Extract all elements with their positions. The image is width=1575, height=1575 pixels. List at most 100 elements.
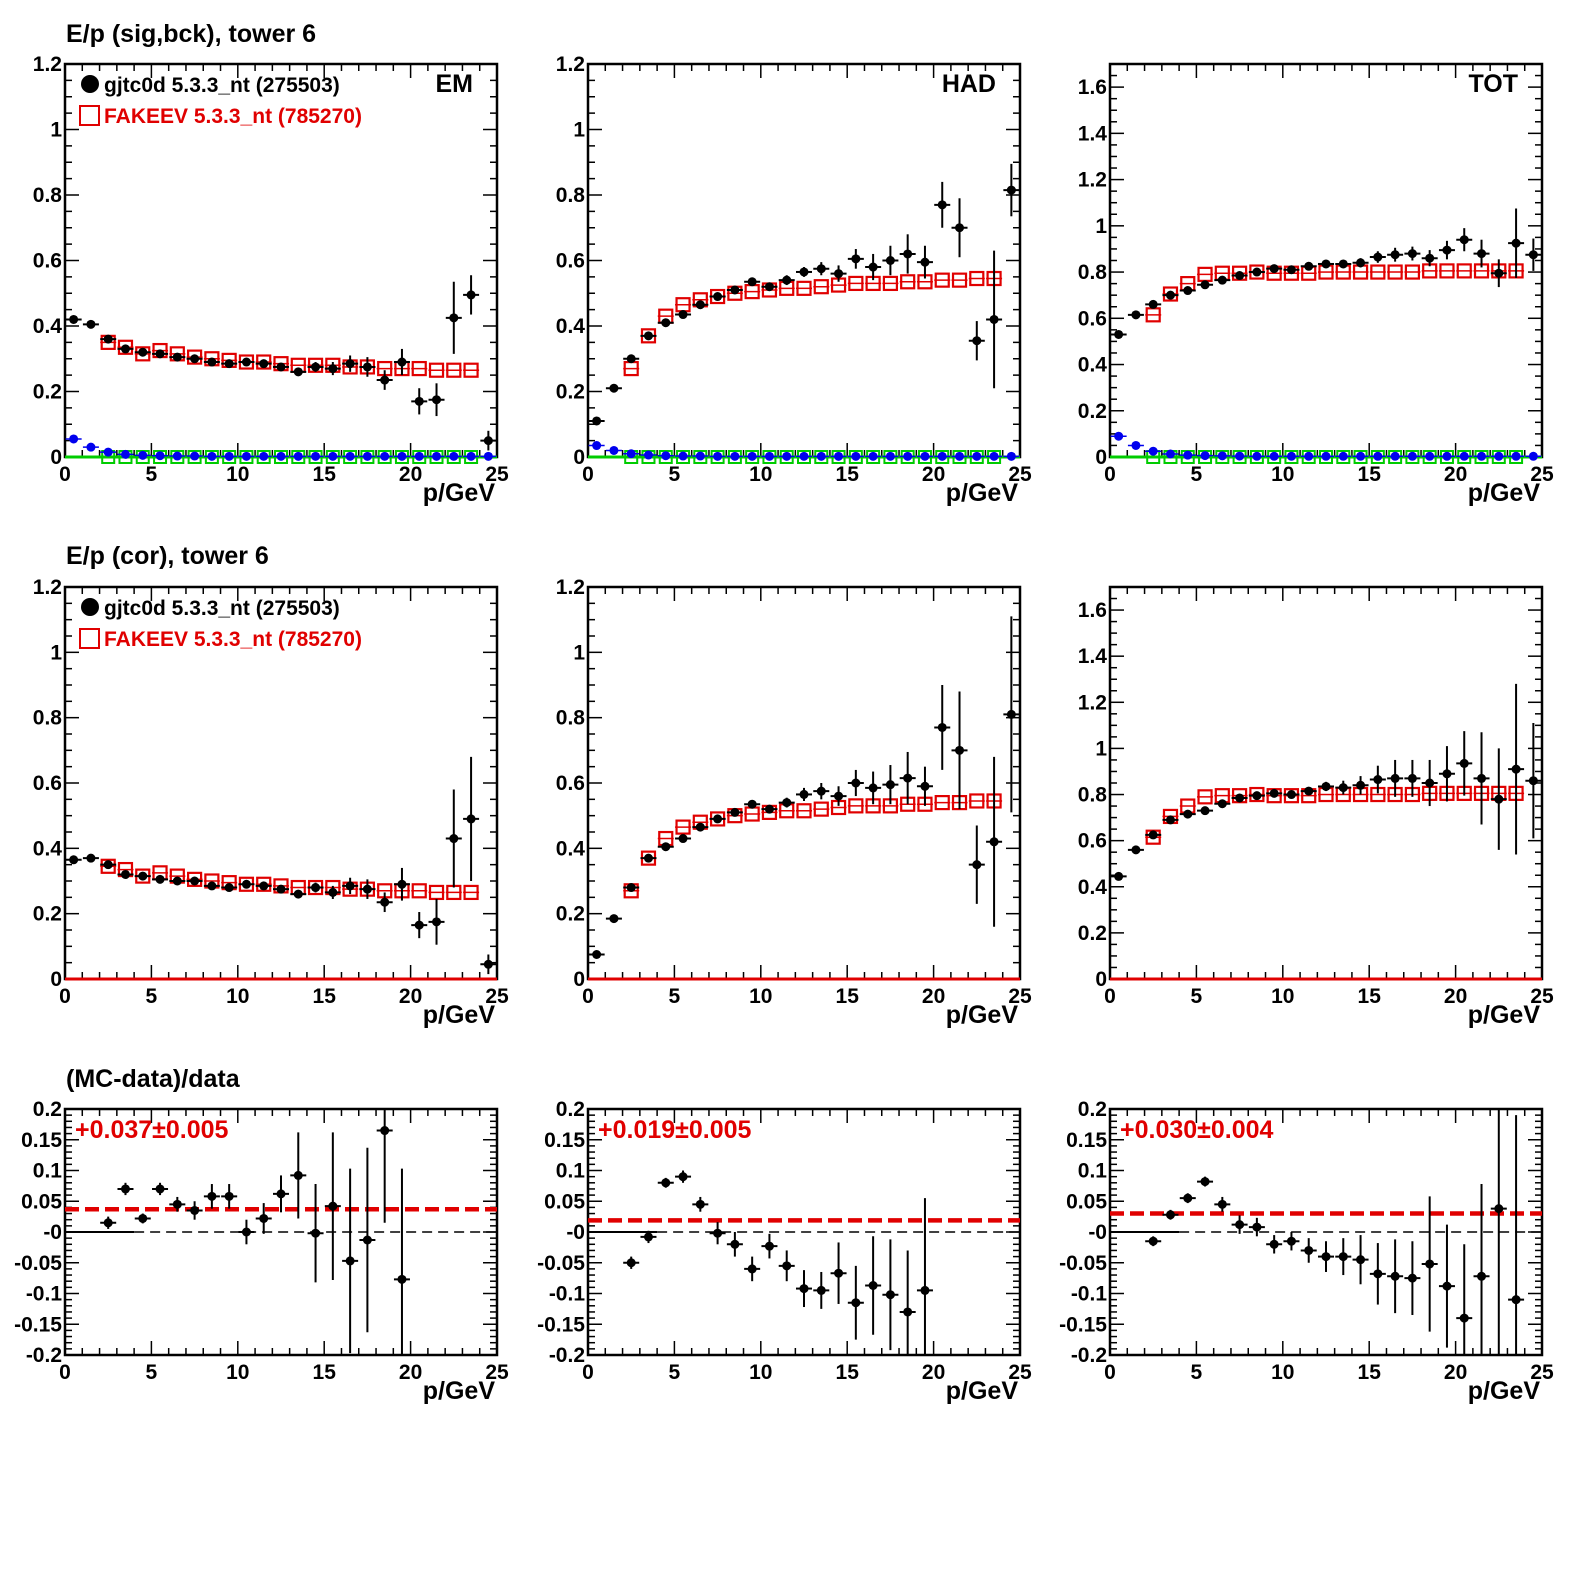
data-marker <box>592 416 602 426</box>
data-marker <box>1390 250 1400 260</box>
y-tick-label: 0 <box>50 446 62 469</box>
data-marker <box>1006 185 1016 195</box>
data-marker <box>592 950 602 959</box>
data-marker <box>466 814 476 824</box>
background-data-marker <box>851 451 861 461</box>
data-marker <box>989 837 999 847</box>
data-marker <box>1494 794 1504 804</box>
x-tick-label: 25 <box>1530 463 1554 486</box>
background-data-marker <box>432 451 442 461</box>
plot-frame <box>586 585 1022 981</box>
x-tick-label: 0 <box>582 985 594 1008</box>
data-marker <box>1459 758 1469 768</box>
data-marker <box>449 834 459 844</box>
background-data-marker <box>86 442 96 452</box>
data-marker <box>1425 253 1435 263</box>
mc-marker <box>1249 786 1265 803</box>
y-tick-label: 1.2 <box>556 53 585 76</box>
mc-marker <box>1387 264 1403 280</box>
data-marker <box>1235 793 1245 803</box>
data-marker <box>1286 790 1296 800</box>
data-marker <box>190 354 200 364</box>
y-tick-label: -0.05 <box>14 1252 62 1275</box>
data-marker <box>764 282 774 292</box>
data-marker <box>345 881 355 891</box>
background-data-marker <box>155 451 165 461</box>
background-data-marker <box>1407 451 1417 461</box>
x-tick-label: 5 <box>1191 985 1203 1008</box>
background-data-marker <box>1442 451 1452 461</box>
y-tick-label: 0.1 <box>1078 1160 1108 1183</box>
background-data-marker <box>1165 449 1175 459</box>
data-marker <box>276 362 286 372</box>
x-tick-label: 5 <box>669 463 681 486</box>
background-data-marker <box>592 441 602 451</box>
data-marker <box>397 1274 407 1284</box>
background-data-marker <box>713 451 723 461</box>
mc-marker <box>969 793 985 809</box>
data-marker <box>1183 286 1193 296</box>
x-tick-label: 20 <box>1444 985 1467 1008</box>
data-marker <box>380 897 390 907</box>
data-marker <box>730 1239 740 1249</box>
data-marker <box>362 362 372 372</box>
data-marker <box>414 920 424 930</box>
data-marker <box>1494 1204 1504 1214</box>
background-data-marker <box>120 449 130 459</box>
x-tick-label: 15 <box>836 985 860 1008</box>
data-marker <box>782 798 792 808</box>
data-marker <box>1165 1210 1175 1220</box>
background-data-marker <box>799 451 809 461</box>
background-mc-marker <box>1232 450 1247 464</box>
x-tick-label: 10 <box>226 463 249 486</box>
data-marker <box>1425 778 1435 788</box>
data-marker <box>1148 830 1158 840</box>
data-marker <box>1459 1313 1469 1323</box>
plot-frame <box>586 62 1022 459</box>
mc-marker <box>1162 286 1179 302</box>
y-tick-label: 0.6 <box>33 772 62 795</box>
data-marker <box>86 853 96 863</box>
background-data-marker <box>1235 451 1245 461</box>
mc-marker <box>411 360 427 377</box>
mc-marker <box>675 819 691 835</box>
data-marker <box>1442 245 1452 255</box>
y-tick-label: -0.1 <box>26 1283 63 1306</box>
legend-mc-marker <box>79 628 100 649</box>
background-data-marker <box>920 451 930 461</box>
data-marker <box>834 791 844 801</box>
data-marker <box>1356 780 1366 790</box>
mc-marker <box>1404 264 1421 280</box>
data-marker <box>1338 783 1348 793</box>
y-tick-label: 1 <box>50 119 62 142</box>
data-marker <box>1321 781 1331 791</box>
background-data-marker <box>207 451 217 461</box>
y-tick-label: 0.4 <box>33 315 63 338</box>
x-tick-label: 15 <box>1358 463 1382 486</box>
background-data-marker <box>1356 451 1366 461</box>
data-marker <box>747 277 757 287</box>
mc-marker <box>796 280 812 296</box>
data-marker <box>661 1178 671 1188</box>
x-tick-label: 0 <box>1104 463 1116 486</box>
data-marker <box>1217 1199 1227 1209</box>
data-marker <box>69 855 79 865</box>
background-data-marker <box>661 451 671 461</box>
panel-cor-had: 0 5 10 15 20 25p/GeV 0 0.2 0.4 0.6 0.8 1 1.2 <box>556 576 1032 1029</box>
data-marker <box>868 783 878 793</box>
x-tick-label: 25 <box>1530 985 1554 1008</box>
panel-sigbck-em: 0 5 10 15 20 25p/GeV 0 0.2 0.4 0.6 0.8 1 1.2 EM gjtc0d… <box>33 53 509 507</box>
x-axis-label: p/GeV <box>423 1377 496 1405</box>
x-tick-label: 15 <box>313 463 337 486</box>
data-marker <box>1528 250 1538 260</box>
background-data-marker <box>868 451 878 461</box>
data-marker <box>885 256 895 265</box>
x-tick-label: 25 <box>1530 1361 1554 1384</box>
data-marker <box>172 876 182 886</box>
mc-marker <box>135 346 151 362</box>
data-marker <box>1477 249 1487 259</box>
y-tick-label: -0 <box>566 1221 585 1244</box>
panel-cor-em: 0 5 10 15 20 25p/GeV 0 0.2 0.4 0.6 0.8 1 1.2 gjtc0d 5… <box>33 576 509 1029</box>
data-marker <box>120 869 130 879</box>
data-marker <box>1477 1271 1487 1281</box>
